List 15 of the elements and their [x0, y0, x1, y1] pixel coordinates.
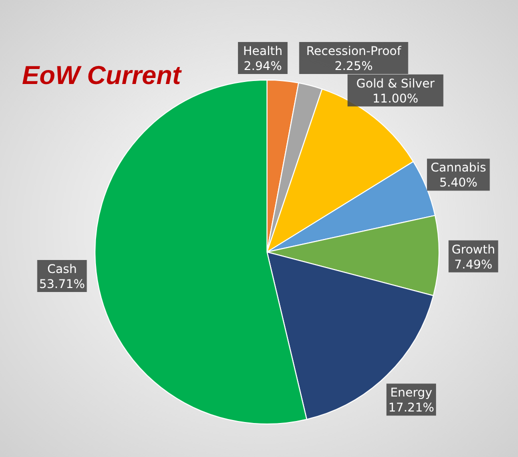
data-label: 2.25%: [334, 59, 373, 73]
data-label: 7.49%: [454, 257, 492, 272]
slice-label: Energy: [390, 386, 432, 400]
slice-label: Gold & Silver: [356, 76, 435, 90]
slice-label: Cannabis: [430, 160, 486, 175]
slice-label: Growth: [452, 242, 496, 256]
data-label: 5.40%: [439, 176, 478, 190]
slice-label: Health: [243, 44, 282, 58]
slice-label: Recession-Proof: [306, 44, 402, 58]
data-label: 17.21%: [388, 400, 434, 415]
data-label: 2.94%: [244, 59, 282, 73]
data-label: 11.00%: [372, 91, 418, 106]
data-label: 53.71%: [39, 277, 85, 291]
slice-label: Cash: [47, 262, 77, 276]
text: EoW Current: [22, 60, 182, 90]
